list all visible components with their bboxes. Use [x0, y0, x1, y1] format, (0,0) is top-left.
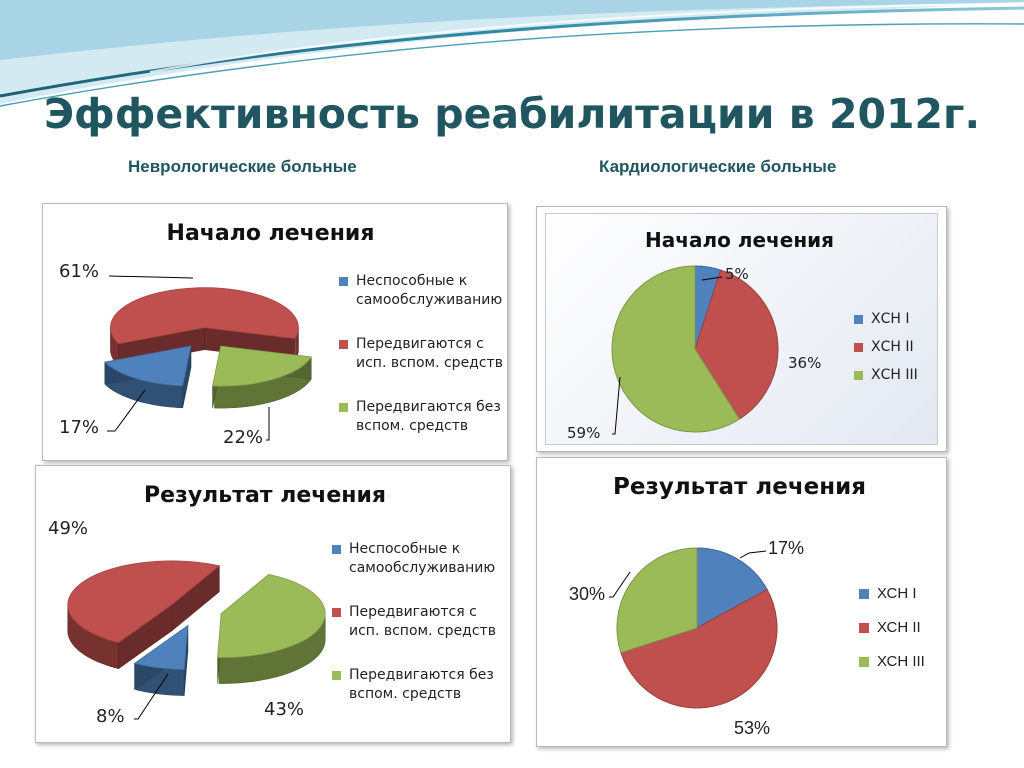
- legend-item-blue: ХСН I: [859, 577, 945, 611]
- data-label: 36%: [788, 354, 821, 372]
- legend: ХСН I ХСН II ХСН III: [854, 305, 944, 389]
- pie-slice: [67, 560, 221, 644]
- legend-label: ХСН III: [871, 367, 918, 383]
- leader-line: [108, 275, 194, 279]
- data-label: 53%: [734, 718, 770, 738]
- legend-label: ХСН III: [877, 653, 925, 670]
- pie-3d-neuro-start: 17% 61% 22%: [59, 261, 312, 448]
- pie-slice: [694, 269, 779, 420]
- legend-swatch: [859, 623, 869, 633]
- pie-slice: [217, 573, 326, 658]
- legend-item-green: Передвигаются без вспом. средств: [332, 666, 502, 704]
- legend-label: Передвигаются с исп. вспом. средств: [356, 336, 503, 371]
- legend-label: Передвигаются без вспом. средств: [349, 667, 494, 702]
- leader-line: [107, 389, 146, 432]
- chart-title: Начало лечения: [645, 228, 834, 252]
- legend: Неспособные к самообслуживанию Передвига…: [339, 272, 507, 436]
- pie-slice: [110, 287, 299, 345]
- legend-swatch: [859, 657, 869, 667]
- pie-slice: [620, 588, 778, 709]
- chart-title: Результат лечения: [144, 483, 386, 508]
- pie-slice: [616, 547, 698, 654]
- legend-label: Передвигаются с исп. вспом. средств: [349, 604, 496, 639]
- data-label: 61%: [59, 261, 99, 282]
- pie-slice: [104, 345, 192, 387]
- leader-line: [701, 276, 723, 281]
- legend-item-red: ХСН II: [854, 333, 944, 361]
- legend-item-blue: Неспособные к самообслуживанию: [332, 540, 502, 578]
- chart-title: Результат лечения: [613, 474, 866, 500]
- legend-item-red: Передвигаются с исп. вспом. средств: [339, 335, 507, 373]
- leader-line: [134, 673, 169, 720]
- data-label: 43%: [264, 699, 304, 720]
- legend-swatch: [339, 403, 348, 412]
- data-label: 5%: [725, 265, 749, 283]
- legend-item-green: ХСН III: [854, 361, 944, 389]
- legend-swatch: [332, 608, 341, 617]
- legend-swatch: [339, 340, 348, 349]
- legend-swatch: [339, 277, 348, 286]
- pie-slice: [212, 345, 312, 387]
- legend-swatch: [854, 315, 863, 324]
- data-label: 17%: [59, 417, 99, 438]
- legend-item-green: Передвигаются без вспом. средств: [339, 398, 507, 436]
- pie-cardio-start: 5% 36% 59%: [567, 265, 821, 442]
- data-label: 30%: [569, 584, 605, 604]
- pie-slice: [611, 265, 741, 433]
- chart-neuro-start: Начало лечения 17% 61% 22% Неспособные к с…: [42, 203, 508, 461]
- legend: Неспособные к самообслуживанию Передвига…: [332, 540, 502, 704]
- pie-slice: [696, 547, 768, 629]
- leader-line: [266, 407, 270, 441]
- legend-swatch: [332, 671, 341, 680]
- legend-label: ХСН II: [871, 339, 914, 355]
- legend-item-blue: ХСН I: [854, 305, 944, 333]
- data-label: 17%: [768, 538, 804, 558]
- legend-label: Неспособные к самообслуживанию: [349, 541, 496, 576]
- data-label: 59%: [567, 424, 600, 442]
- legend-item-red: Передвигаются с исп. вспом. средств: [332, 603, 502, 641]
- legend-item-green: ХСН III: [859, 645, 945, 679]
- cardio-heading: Кардиологические больные: [599, 157, 837, 176]
- pie-cardio-result: 17% 53% 30%: [569, 538, 804, 738]
- legend-swatch: [854, 371, 863, 380]
- legend-swatch: [854, 343, 863, 352]
- legend-label: Передвигаются без вспом. средств: [356, 399, 501, 434]
- legend-label: Неспособные к самообслуживанию: [356, 273, 503, 308]
- pie-3d-neuro-result: 8% 49% 43%: [48, 518, 326, 727]
- legend-item-blue: Неспособные к самообслуживанию: [339, 272, 507, 310]
- data-label: 49%: [48, 518, 88, 539]
- leader-line: [612, 376, 621, 435]
- legend-label: ХСН I: [877, 585, 917, 602]
- slide-title: Эффективность реабилитации в 2012г.: [43, 90, 981, 138]
- chart-title: Начало лечения: [166, 221, 375, 246]
- neuro-heading: Неврологические больные: [128, 157, 357, 176]
- chart-neuro-result: Результат лечения 8% 49% 43% Неспособные к…: [35, 465, 511, 743]
- chart-cardio-result: Результат лечения 17% 53% 30% ХСН I ХСН II…: [536, 457, 947, 747]
- data-label: 8%: [96, 706, 125, 727]
- legend-swatch: [332, 545, 341, 554]
- data-label: 22%: [223, 427, 263, 448]
- chart-cardio-start: Начало лечения 5% 36% 59% ХСН I ХСН II ХСН…: [536, 206, 947, 452]
- legend-item-red: ХСН II: [859, 611, 945, 645]
- pie-slice: [133, 624, 189, 670]
- legend-swatch: [859, 589, 869, 599]
- legend-label: ХСН I: [871, 311, 910, 327]
- leader-line: [609, 571, 631, 598]
- legend-label: ХСН II: [877, 619, 921, 636]
- legend: ХСН I ХСН II ХСН III: [859, 577, 945, 679]
- leader-line: [739, 550, 767, 559]
- background-wave: [0, 0, 1024, 107]
